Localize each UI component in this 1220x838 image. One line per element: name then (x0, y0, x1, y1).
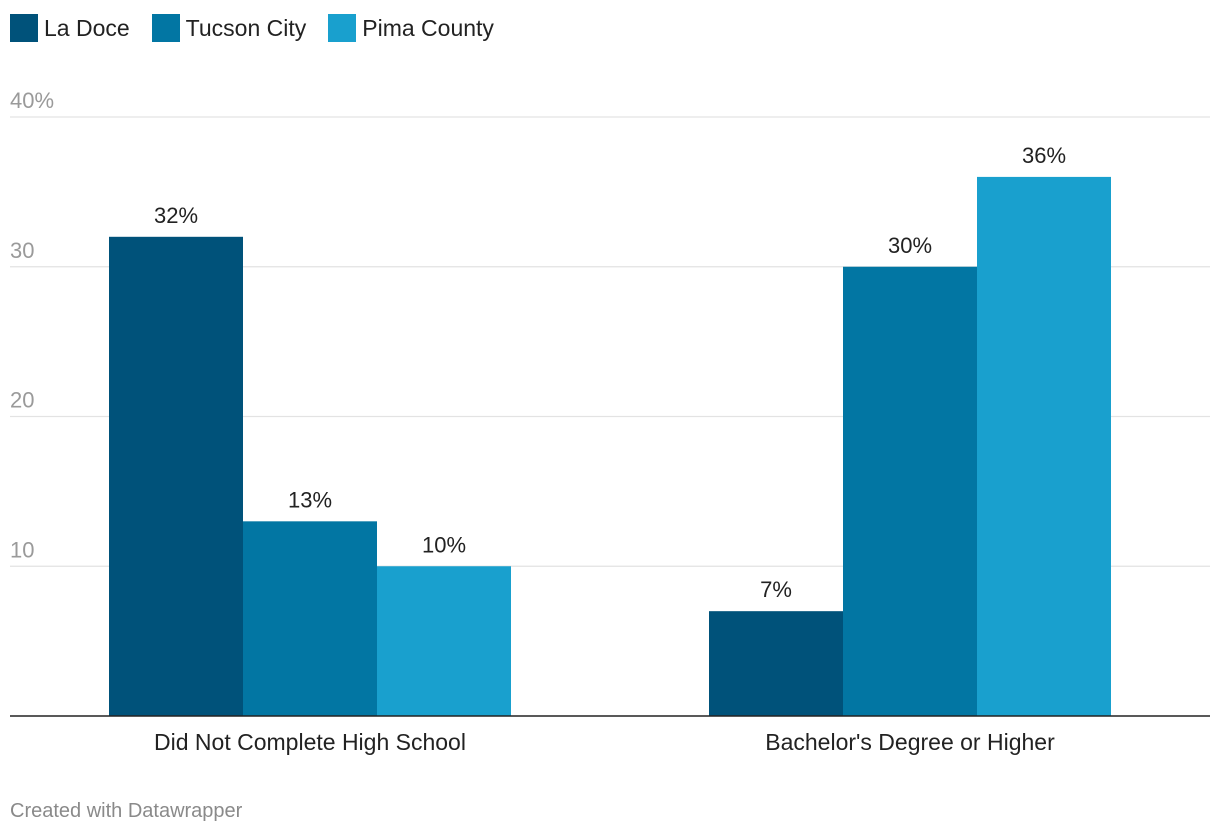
bar-la-doce-did-not-complete-high-school (109, 236, 243, 717)
legend-item-la-doce: La Doce (10, 14, 130, 42)
bar-tucson-city-did-not-complete-high-school (243, 521, 377, 716)
y-tick-label-40: 40% (10, 88, 54, 113)
y-tick-label-20: 20 (10, 388, 34, 413)
y-axis-ticks: 10 20 30 40% (10, 88, 54, 562)
data-label-pima-county-bachelor-s-degree-or-higher: 36% (1022, 143, 1066, 168)
category-label-did-not-complete-high-school: Did Not Complete High School (154, 729, 466, 755)
data-label-la-doce-bachelor-s-degree-or-higher: 7% (760, 577, 792, 602)
y-tick-label-10: 10 (10, 537, 34, 562)
bars (109, 176, 1111, 717)
legend-item-pima-county: Pima County (328, 14, 494, 42)
x-axis-category-labels: Did Not Complete High School Bachelor's D… (154, 729, 1055, 755)
data-labels: 32% 13% 10% 7% 30% 36% (154, 143, 1066, 602)
legend-label-la-doce: La Doce (44, 15, 130, 41)
legend-label-pima-county: Pima County (362, 15, 494, 41)
chart-legend: La Doce Tucson City Pima County (10, 10, 516, 46)
legend-swatch-tucson-city (151, 14, 180, 42)
bar-tucson-city-bachelor-s-degree-or-higher (843, 266, 977, 716)
legend-item-tucson-city: Tucson City (151, 14, 307, 42)
credit-text: Created with Datawrapper (10, 800, 243, 822)
y-tick-label-30: 30 (10, 238, 34, 263)
data-label-tucson-city-bachelor-s-degree-or-higher: 30% (888, 233, 932, 258)
bar-pima-county-bachelor-s-degree-or-higher (977, 176, 1111, 716)
data-label-pima-county-did-not-complete-high-school: 10% (422, 532, 466, 557)
bar-chart: 10 20 30 40% 32% 13% 10% 7% 30% 36% Did Not Comp… (10, 88, 1210, 755)
legend-swatch-pima-county (328, 14, 357, 42)
data-label-tucson-city-did-not-complete-high-school: 13% (288, 487, 332, 512)
bar-pima-county-did-not-complete-high-school (377, 566, 511, 716)
legend-swatch-la-doce (10, 14, 38, 42)
data-label-la-doce-did-not-complete-high-school: 32% (154, 203, 198, 228)
bar-la-doce-bachelor-s-degree-or-higher (709, 611, 843, 716)
legend-label-tucson-city: Tucson City (185, 15, 307, 41)
category-label-bachelor-s-degree-or-higher: Bachelor's Degree or Higher (765, 729, 1055, 755)
